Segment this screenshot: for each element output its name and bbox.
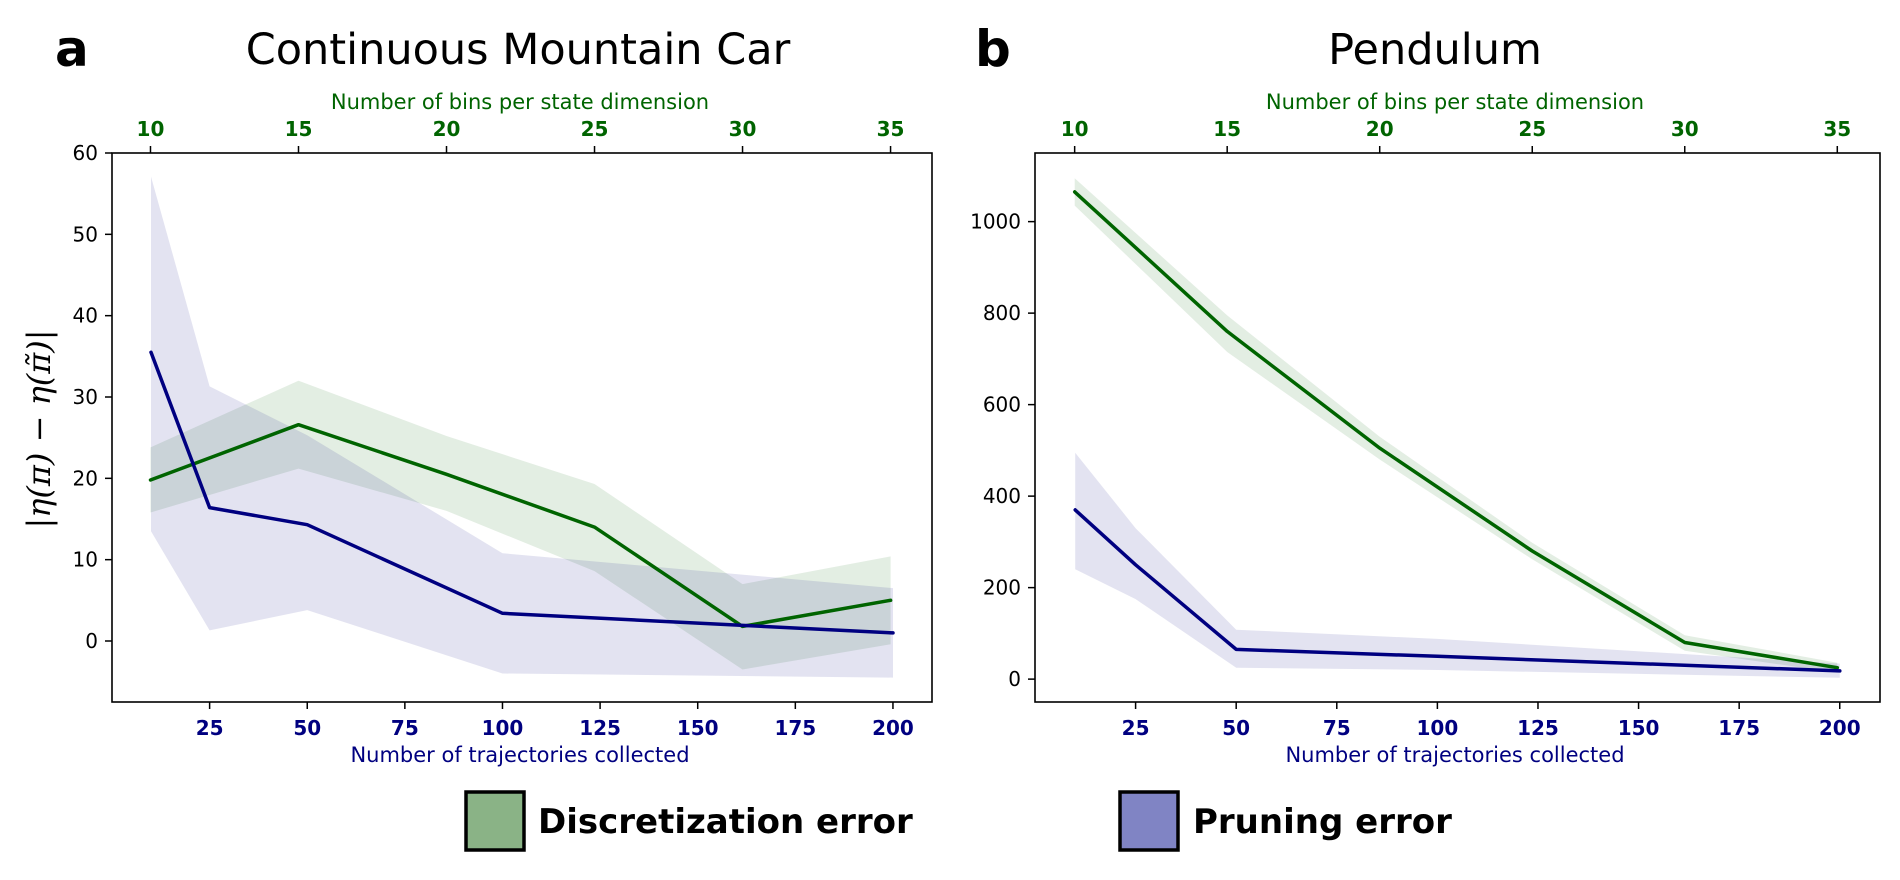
- panel-a-lines: [148, 350, 895, 635]
- panel-b-ticks: 0 200 400 600 800 1000 25 50 75 100 125 150 175 200 10…: [970, 117, 1861, 740]
- panel-a-xtick-bottom-label: 150: [677, 716, 719, 740]
- panel-a: a Continuous Mountain Car Number of bins…: [20, 20, 933, 767]
- panel-b-lines: [1072, 190, 1842, 673]
- legend-item-pruning: Pruning error: [1118, 790, 1452, 852]
- panel-b-ytick-label: 1000: [970, 210, 1021, 234]
- panel-a-xtick-bottom-label: 75: [391, 716, 419, 740]
- panel-a-xtick-bottom-label: 50: [293, 716, 321, 740]
- panel-a-xtick-bottom-label: 175: [774, 716, 816, 740]
- panel-b-letter: b: [975, 20, 1011, 78]
- panel-b-xtick-bottom-label: 50: [1222, 716, 1250, 740]
- panel-a-xtick-top-label: 30: [729, 117, 757, 141]
- panel-b-ytick-label: 800: [983, 301, 1021, 325]
- panel-b-ytick-label: 400: [983, 484, 1021, 508]
- panel-a-xtick-bottom-label: 200: [872, 716, 914, 740]
- legend-swatch-discretization: [464, 790, 526, 852]
- panel-b-plot-frame: [1034, 152, 1881, 703]
- legend-swatch-pruning: [1118, 790, 1180, 852]
- panel-a-title: Continuous Mountain Car: [246, 25, 791, 75]
- panel-a-band-pruning: [151, 176, 893, 678]
- panel-a-ytick-label: 20: [73, 466, 98, 490]
- panel-b-xtick-bottom-label: 100: [1417, 716, 1459, 740]
- panel-b-ytick-label: 200: [983, 576, 1021, 600]
- panel-a-ytick-label: 50: [73, 222, 98, 246]
- panel-a-xtick-bottom-label: 25: [196, 716, 224, 740]
- panel-a-ytick-label: 0: [85, 629, 98, 653]
- legend-item-discretization: Discretization error: [464, 790, 913, 852]
- panel-b-xtick-top-label: 20: [1366, 117, 1394, 141]
- panel-b-ytick-label: 600: [983, 393, 1021, 417]
- panel-a-xtick-top-label: 10: [137, 117, 165, 141]
- panel-a-ytick-label: 30: [73, 385, 98, 409]
- panel-a-top-axis-label: Number of bins per state dimension: [331, 90, 709, 114]
- panel-b-xtick-bottom-label: 125: [1517, 716, 1559, 740]
- panel-a-bottom-axis-label: Number of trajectories collected: [350, 743, 689, 767]
- panel-a-line-discretization: [148, 422, 893, 629]
- panel-a-ytick-label: 10: [73, 548, 98, 572]
- panel-a-band-discretization: [150, 380, 891, 670]
- panel-a-xtick-bottom-label: 125: [579, 716, 621, 740]
- legend-label-discretization: Discretization error: [538, 802, 913, 842]
- panel-b: b Pendulum Number of bins per state dime…: [970, 20, 1881, 767]
- panel-a-ytick-label: 40: [73, 304, 98, 328]
- panel-b-xtick-top-label: 15: [1213, 117, 1241, 141]
- panel-b-xtick-bottom-label: 200: [1819, 716, 1861, 740]
- panel-b-title: Pendulum: [1328, 25, 1542, 75]
- panel-b-bands: [1074, 178, 1840, 678]
- panel-b-bottom-axis-label: Number of trajectories collected: [1285, 743, 1624, 767]
- panel-a-plot-frame: [111, 152, 933, 703]
- panel-b-top-axis-label: Number of bins per state dimension: [1266, 90, 1644, 114]
- panel-b-line-discretization: [1072, 190, 1840, 670]
- panel-a-ytick-label: 60: [73, 141, 98, 165]
- panel-b-xtick-top-label: 30: [1671, 117, 1699, 141]
- panel-a-bands: [150, 176, 893, 678]
- legend: Discretization error Pruning error: [464, 790, 1452, 852]
- panel-b-xtick-bottom-label: 175: [1718, 716, 1760, 740]
- panel-b-xtick-top-label: 35: [1823, 117, 1851, 141]
- panel-a-xtick-top-label: 35: [877, 117, 905, 141]
- panel-a-xtick-top-label: 15: [285, 117, 313, 141]
- panel-a-xtick-top-label: 20: [433, 117, 461, 141]
- panel-b-ytick-label: 0: [1008, 667, 1021, 691]
- panel-b-line-pruning: [1073, 508, 1842, 673]
- panel-a-y-axis-label: |η(π) − η(π̃)|: [20, 329, 58, 528]
- panel-b-xtick-top-label: 10: [1061, 117, 1089, 141]
- panel-b-xtick-top-label: 25: [1518, 117, 1546, 141]
- legend-label-pruning: Pruning error: [1193, 802, 1452, 842]
- panel-b-xtick-bottom-label: 150: [1618, 716, 1660, 740]
- panel-b-xtick-bottom-label: 75: [1323, 716, 1351, 740]
- panel-a-ticks: 0 10 20 30 40 50 60 25 50 75 100 125 150 175 200 10 15 20…: [73, 117, 914, 740]
- panel-a-xtick-top-label: 25: [581, 117, 609, 141]
- panel-a-letter: a: [55, 20, 89, 78]
- panel-a-line-pruning: [149, 350, 895, 635]
- panel-a-xtick-bottom-label: 100: [482, 716, 524, 740]
- panel-b-xtick-bottom-label: 25: [1122, 716, 1150, 740]
